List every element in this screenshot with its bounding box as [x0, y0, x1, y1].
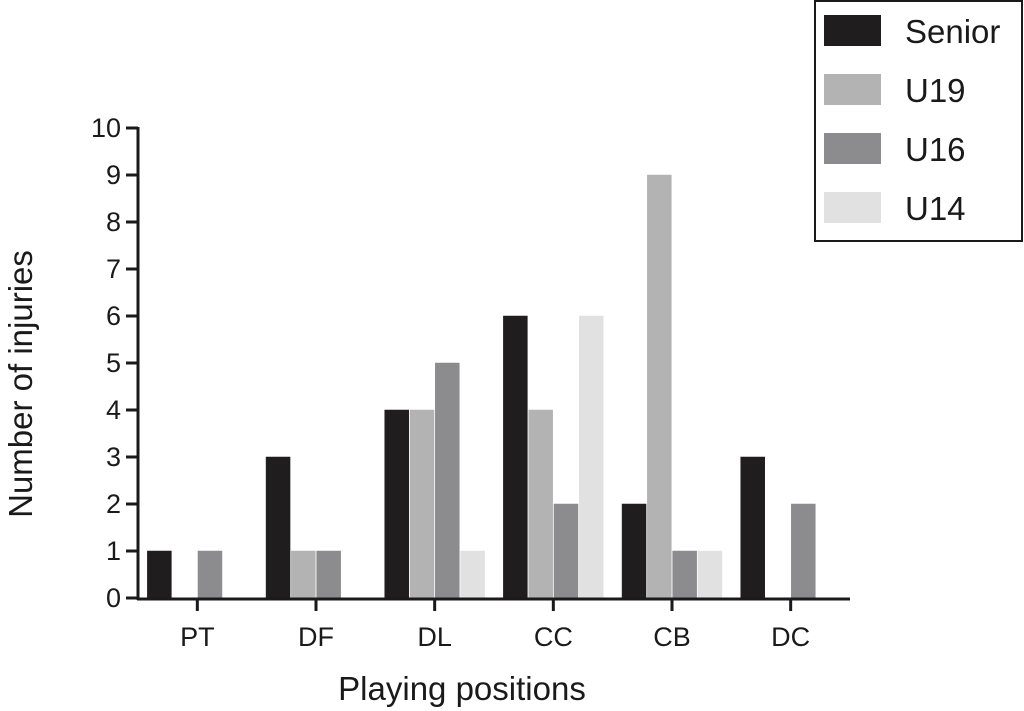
y-tick-label: 2 — [106, 489, 121, 519]
bar-senior-dc — [740, 456, 765, 600]
y-tick-label: 5 — [106, 348, 121, 378]
x-tick-label: DF — [298, 622, 334, 652]
y-tick-label: 10 — [91, 113, 121, 143]
legend-swatch-u19 — [824, 74, 881, 105]
x-axis-label: Playing positions — [338, 670, 586, 707]
legend-label-u19: U19 — [905, 72, 966, 109]
y-axis-label: Number of injuries — [2, 250, 39, 518]
legend-label-u14: U14 — [905, 190, 966, 227]
bar-u16-dl — [435, 362, 460, 600]
bar-u19-cc — [528, 409, 553, 600]
legend-swatch-senior — [824, 15, 881, 46]
y-tick-label: 6 — [106, 301, 121, 331]
x-tick-label: CB — [653, 622, 691, 652]
bar-u14-dl — [460, 550, 485, 600]
legend-label-u16: U16 — [905, 131, 966, 168]
y-tick-label: 0 — [106, 583, 121, 613]
y-tick-label: 7 — [106, 254, 121, 284]
legend-swatch-u14 — [824, 192, 881, 223]
bar-senior-cc — [503, 315, 528, 600]
bar-u16-pt — [197, 550, 223, 600]
bars-layer — [147, 174, 816, 600]
y-tick-label: 9 — [106, 160, 121, 190]
bar-u19-df — [291, 550, 316, 600]
legend: Senior U19 U16 U14 — [814, 0, 1023, 242]
bar-u14-cb — [697, 550, 723, 600]
x-tick-label: DL — [417, 622, 452, 652]
bar-u16-cb — [672, 550, 697, 600]
y-tick-label: 1 — [106, 536, 121, 566]
bar-u14-cc — [579, 315, 604, 600]
x-tick-label: DC — [771, 622, 810, 652]
bar-senior-cb — [621, 503, 647, 600]
bar-u19-dl — [409, 409, 435, 600]
bar-u16-dc — [791, 503, 816, 600]
bar-u16-df — [316, 550, 341, 600]
bar-senior-pt — [147, 550, 172, 600]
bar-senior-dl — [384, 409, 409, 600]
y-tick-label: 3 — [106, 442, 121, 472]
x-ticks-layer: PT DF DL CC CB DC — [180, 599, 810, 652]
legend-label-senior: Senior — [905, 13, 1000, 50]
bar-senior-df — [265, 456, 291, 600]
y-tick-label: 8 — [106, 207, 121, 237]
x-tick-label: PT — [180, 622, 215, 652]
y-ticks-layer: 0 1 2 3 4 5 6 7 8 9 10 — [91, 113, 138, 613]
legend-swatch-u16 — [824, 133, 881, 164]
y-tick-label: 4 — [106, 395, 121, 425]
bar-u16-cc — [553, 503, 579, 600]
bar-u19-cb — [647, 174, 672, 600]
x-tick-label: CC — [534, 622, 573, 652]
